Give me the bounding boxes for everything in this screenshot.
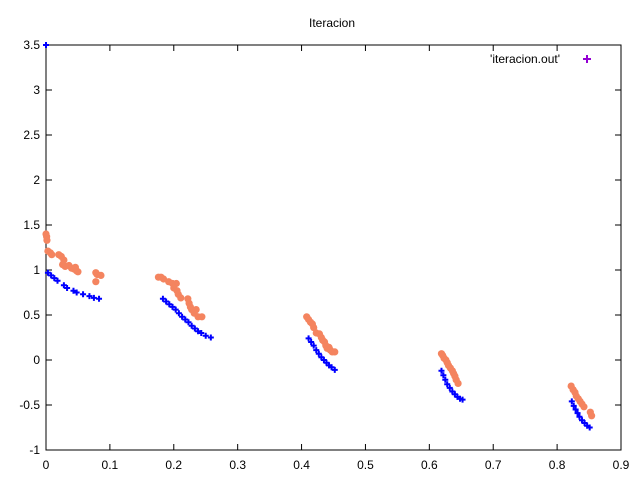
data-point-plus (444, 381, 451, 388)
data-point-plus (305, 335, 312, 342)
data-point-plus (459, 396, 466, 403)
data-point-plus (169, 303, 176, 310)
legend-label: 'iteracion.out' (490, 52, 560, 66)
y-axis: -1 -0.5 0 0.5 1 1.5 2 2.5 3 3.5 (19, 38, 621, 457)
data-point-plus (313, 347, 320, 354)
data-point-plus (48, 272, 55, 279)
data-point-plus (308, 339, 315, 345)
data-point-plus (60, 282, 67, 289)
plus-series (43, 42, 593, 431)
data-point-circle (97, 271, 105, 279)
data-point-plus (446, 384, 453, 391)
data-point-plus (442, 376, 449, 383)
data-point-plus (166, 301, 173, 308)
data-point-circle (310, 324, 318, 332)
y-tick-label: 1 (33, 263, 40, 277)
data-point-plus (172, 306, 179, 313)
circle-series (42, 230, 596, 420)
data-point-plus (44, 269, 51, 276)
x-tick-label: 0.9 (613, 458, 630, 472)
x-tick-label: 0.4 (293, 458, 310, 472)
data-point-plus (179, 313, 186, 320)
data-point-plus (191, 325, 198, 332)
y-tick-label: 0.5 (23, 308, 40, 322)
data-point-plus (54, 277, 61, 284)
y-tick-label: -0.5 (19, 398, 40, 412)
y-tick-label: 2 (33, 173, 40, 187)
plot-frame (45, 44, 622, 451)
legend-plus-icon (583, 55, 591, 63)
data-point-plus (574, 410, 581, 417)
legend-marker (583, 55, 591, 63)
x-tick-label: 0.7 (485, 458, 502, 472)
x-tick-label: 0.8 (549, 458, 566, 472)
data-point-circle (92, 278, 100, 286)
data-point-plus (163, 298, 170, 305)
data-point-plus (64, 285, 71, 291)
y-tick-label: 3.5 (23, 38, 40, 52)
data-point-plus (202, 332, 209, 339)
data-point-plus (207, 334, 214, 341)
data-point-plus (438, 367, 445, 374)
x-tick-label: 0 (43, 458, 50, 472)
data-point-plus (182, 316, 189, 323)
data-point-plus (188, 322, 195, 329)
data-point-plus (175, 310, 182, 317)
data-point-plus (198, 330, 205, 336)
data-point-plus (331, 366, 338, 373)
data-point-circle (331, 348, 339, 356)
data-point-circle (198, 313, 206, 321)
x-tick-label: 0.3 (229, 458, 246, 472)
data-point-circle (580, 403, 588, 411)
data-point-plus (70, 287, 77, 294)
data-point-plus (80, 291, 87, 298)
data-point-plus (568, 398, 575, 405)
data-point-plus (440, 372, 447, 379)
data-point-plus (310, 342, 317, 349)
data-point-plus (96, 295, 103, 302)
data-point-plus (43, 42, 49, 48)
data-point-circle (74, 268, 82, 276)
data-point-plus (86, 293, 93, 300)
y-tick-label: 0 (33, 353, 40, 367)
data-point-plus (185, 319, 192, 326)
x-tick-label: 0.6 (421, 458, 438, 472)
data-point-circle (454, 379, 462, 387)
data-point-plus (195, 328, 202, 335)
data-point-plus (159, 295, 166, 302)
data-point-plus (586, 424, 593, 431)
y-tick-label: 2.5 (23, 128, 40, 142)
x-axis: 0 0.1 0.2 0.3 0.4 0.5 0.6 0.7 0.8 0.9 (43, 45, 630, 472)
x-tick-label: 0.1 (102, 458, 119, 472)
data-point-plus (570, 402, 577, 409)
y-tick-label: 3 (33, 83, 40, 97)
data-point-plus (90, 294, 97, 301)
data-point-plus (572, 406, 579, 413)
x-tick-label: 0.2 (165, 458, 182, 472)
data-point-plus (315, 350, 322, 357)
data-point-plus (576, 413, 583, 420)
data-point-plus (51, 275, 58, 282)
data-point-circle (48, 251, 56, 259)
data-point-plus (328, 364, 335, 371)
y-tick-label: -1 (29, 443, 40, 457)
x-tick-label: 0.5 (357, 458, 374, 472)
data-point-circle (43, 236, 51, 244)
y-tick-label: 1.5 (23, 218, 40, 232)
legend: 'iteracion.out' (490, 52, 591, 66)
chart-title: Iteracion (309, 16, 355, 30)
data-point-circle (177, 294, 185, 302)
data-point-plus (73, 289, 80, 296)
data-point-circle (588, 412, 596, 420)
